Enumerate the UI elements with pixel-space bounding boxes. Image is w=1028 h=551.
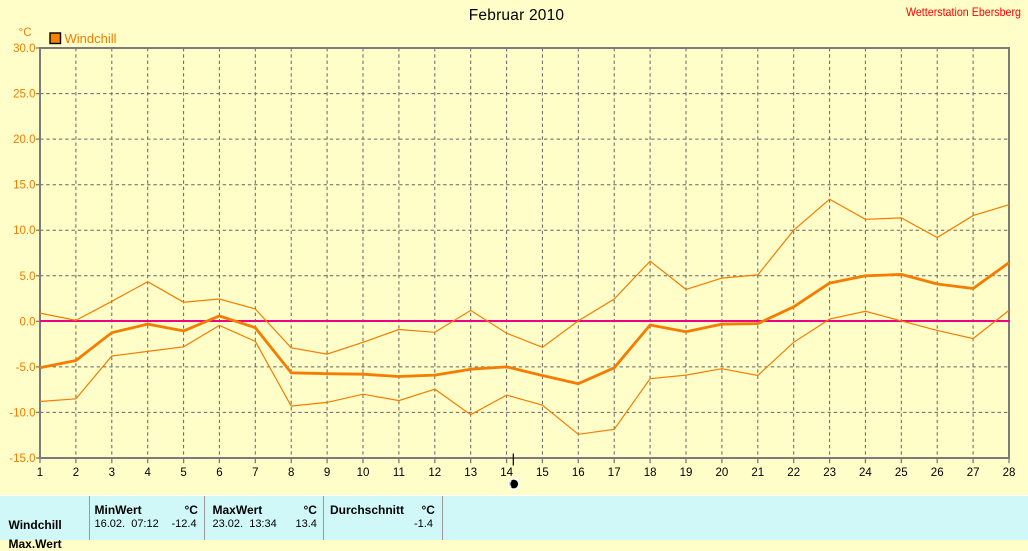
svg-text:27: 27 [967,467,980,479]
svg-text:17: 17 [608,467,621,479]
svg-text:7: 7 [252,467,258,479]
svg-text:10.0: 10.0 [13,225,35,237]
svg-text:14: 14 [500,467,513,479]
svg-text:Februar 2010: Februar 2010 [469,7,565,24]
svg-text:Windchill: Windchill [65,31,117,46]
svg-text:21: 21 [751,467,764,479]
svg-text:12: 12 [428,467,441,479]
svg-text:6: 6 [216,467,222,479]
svg-text:5: 5 [180,467,186,479]
svg-text:°C: °C [19,27,32,39]
svg-text:25: 25 [895,467,908,479]
svg-text:13: 13 [464,467,477,479]
svg-text:3: 3 [109,467,115,479]
svg-text:19: 19 [680,467,693,479]
svg-text:Wetterstation Ebersberg: Wetterstation Ebersberg [906,7,1021,19]
svg-text:2: 2 [73,467,79,479]
svg-text:30.0: 30.0 [13,43,35,55]
svg-text:10: 10 [357,467,370,479]
svg-text:20: 20 [716,467,729,479]
svg-text:24: 24 [859,467,872,479]
svg-text:18: 18 [644,467,657,479]
svg-text:-5.0: -5.0 [16,362,36,374]
svg-text:22: 22 [787,467,800,479]
svg-text:25.0: 25.0 [13,89,35,101]
svg-text:11: 11 [393,467,405,479]
svg-text:23: 23 [823,467,836,479]
svg-text:20.0: 20.0 [13,134,35,146]
svg-text:15: 15 [536,467,549,479]
svg-text:4: 4 [144,467,151,479]
svg-text:-10.0: -10.0 [9,407,35,419]
svg-text:9: 9 [324,467,330,479]
svg-text:16: 16 [572,467,585,479]
svg-text:5.0: 5.0 [20,271,36,283]
svg-text:15.0: 15.0 [13,180,35,192]
svg-text:-15.0: -15.0 [9,453,35,465]
svg-text:26: 26 [931,467,944,479]
svg-text:28: 28 [1003,467,1016,479]
svg-text:8: 8 [288,467,294,479]
svg-text:0.0: 0.0 [20,316,36,328]
svg-text:1: 1 [37,467,43,479]
